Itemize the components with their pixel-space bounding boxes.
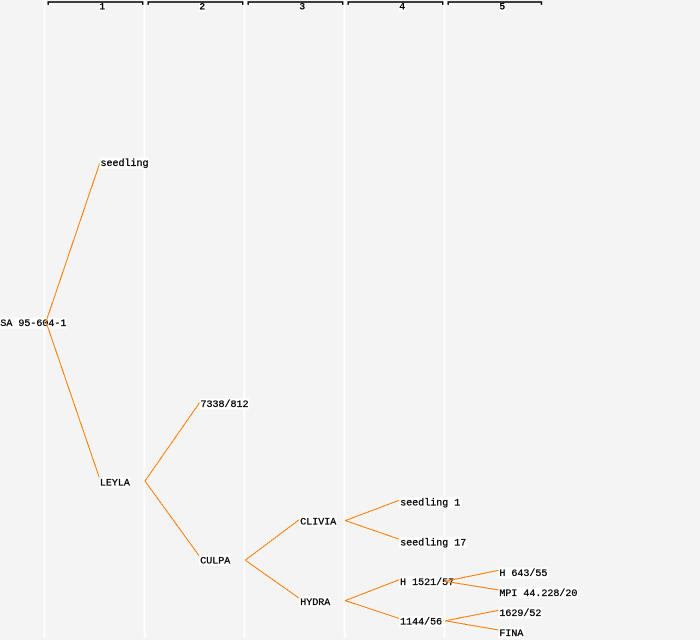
svg-text:3: 3	[299, 3, 305, 14]
svg-text:seedling: seedling	[101, 158, 149, 170]
svg-text:5: 5	[499, 3, 505, 14]
svg-text:7338/812: 7338/812	[201, 399, 249, 411]
svg-text:4: 4	[399, 3, 405, 14]
svg-text:1629/52: 1629/52	[499, 608, 541, 620]
svg-text:FINA: FINA	[499, 629, 523, 640]
svg-text:LEYLA: LEYLA	[100, 479, 130, 490]
svg-text:H 643/55: H 643/55	[499, 568, 547, 580]
svg-text:1144/56: 1144/56	[400, 617, 442, 629]
svg-text:CLIVIA: CLIVIA	[300, 518, 336, 529]
svg-text:MPI 44.228/20: MPI 44.228/20	[499, 588, 577, 600]
svg-text:1: 1	[99, 3, 105, 14]
svg-text:SA 95-604-1: SA 95-604-1	[0, 319, 66, 330]
svg-text:2: 2	[199, 3, 205, 14]
svg-text:HYDRA: HYDRA	[300, 598, 330, 609]
svg-text:seedling 1: seedling 1	[400, 498, 460, 510]
svg-text:H 1521/57: H 1521/57	[400, 577, 454, 589]
svg-text:seedling 17: seedling 17	[400, 537, 466, 549]
svg-text:CULPA: CULPA	[200, 556, 230, 567]
